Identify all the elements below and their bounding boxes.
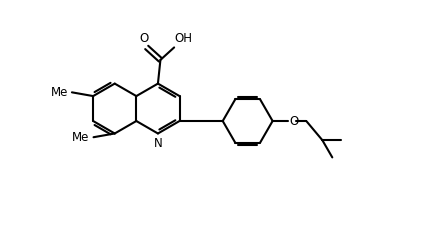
Text: N: N — [153, 138, 162, 150]
Text: Me: Me — [50, 86, 68, 99]
Text: Me: Me — [72, 131, 89, 144]
Text: O: O — [290, 114, 299, 128]
Text: O: O — [139, 33, 149, 45]
Text: OH: OH — [174, 33, 192, 45]
